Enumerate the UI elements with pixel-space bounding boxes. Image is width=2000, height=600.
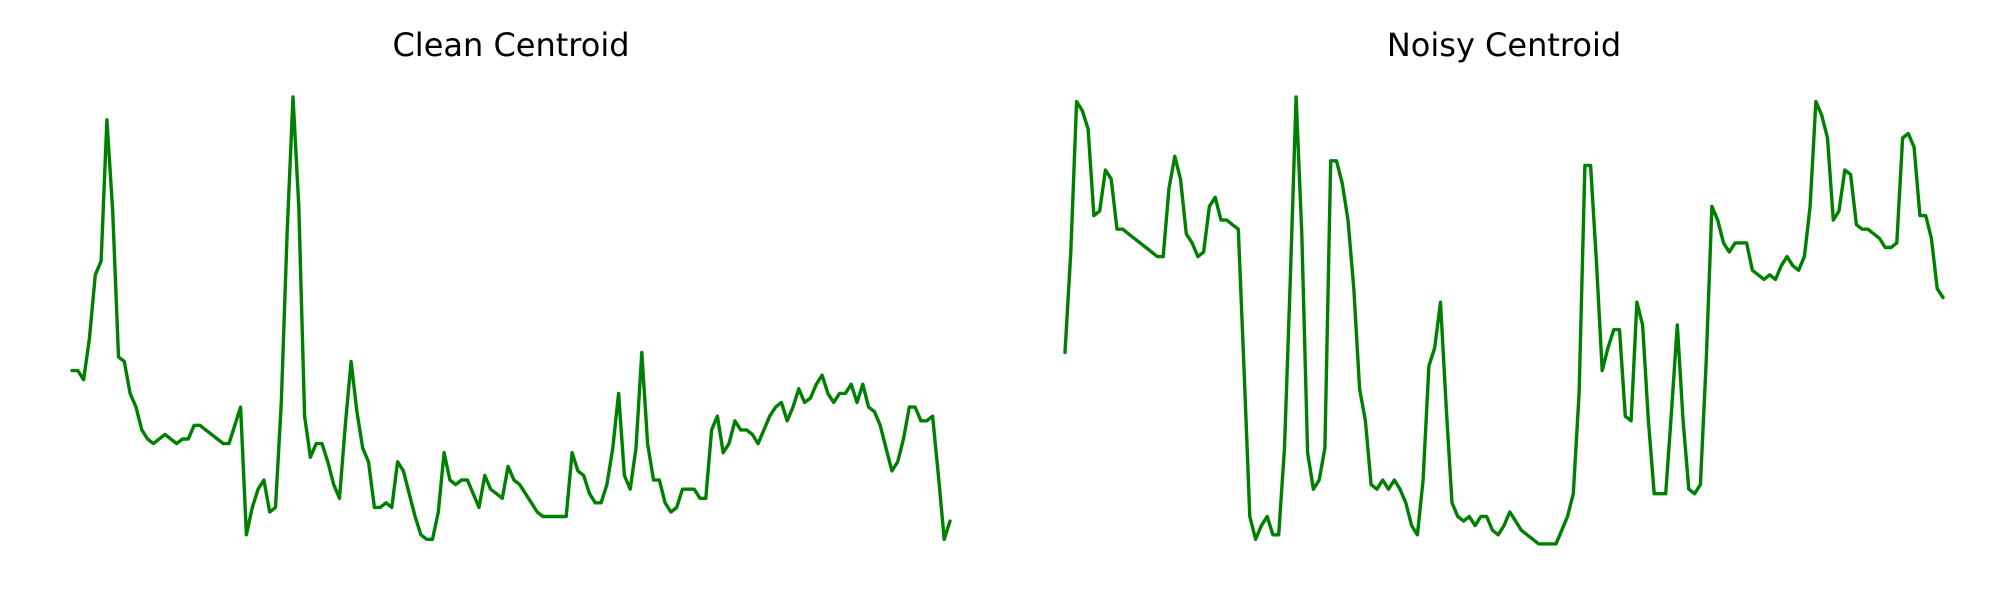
chart-clean-centroid: Clean Centroid (70, 26, 952, 541)
series-line-noisy-centroid (1063, 95, 1945, 546)
chart-title-noisy-centroid: Noisy Centroid (1387, 26, 1621, 64)
chart-title-clean-centroid: Clean Centroid (392, 26, 629, 64)
series-line-clean-centroid (70, 95, 952, 541)
chart-noisy-centroid: Noisy Centroid (1063, 26, 1945, 546)
